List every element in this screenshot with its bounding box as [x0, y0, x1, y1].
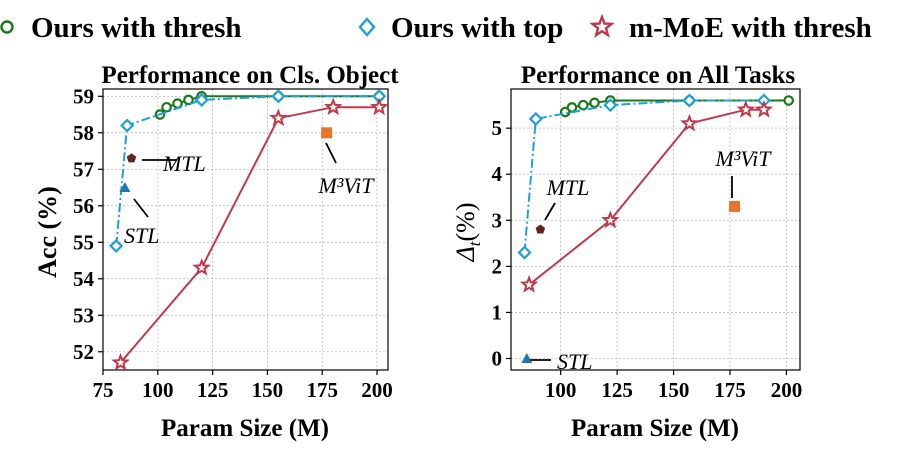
series-2-point: [271, 89, 286, 104]
annotation-label-mvit: M³ViT: [714, 146, 772, 171]
series-3-point: [111, 352, 130, 371]
y-tick-label: 54: [73, 267, 95, 291]
series-3-point: [680, 113, 699, 132]
chart-2-plot: 0 1 2 3 4 5 100 125 150 175 200 MTL STL M³ViT: [492, 88, 803, 402]
legend-marker-ours-thresh: [0, 20, 14, 34]
point-mvit: [321, 127, 333, 139]
y-tick-label: 59: [73, 84, 94, 108]
y-tick-label: 52: [73, 340, 94, 364]
series-2-point: [517, 245, 532, 260]
x-tick-label: 200: [771, 378, 803, 402]
x-tick-label: 175: [306, 378, 338, 402]
series-2-point: [109, 238, 124, 253]
legend: Ours with thresh Ours with top m-MoE wit…: [0, 12, 872, 44]
series-1-point: [589, 97, 600, 109]
series-2-point: [603, 98, 618, 113]
y-tick-label: 58: [73, 121, 94, 145]
series-3-point: [369, 97, 389, 116]
point-mtl: [126, 153, 137, 163]
x-tick-label: 100: [142, 378, 174, 402]
series-3-point: [601, 210, 620, 229]
y-tick-label: 4: [492, 162, 503, 186]
x-tick-label: 150: [658, 378, 690, 402]
series-2-point: [528, 111, 543, 126]
series-2-point: [120, 118, 135, 133]
annotation-label-mvit: M³ViT: [317, 173, 375, 198]
annotation-label-mtl: MTL: [162, 151, 206, 176]
legend-marker-mmoe-thresh: [589, 13, 615, 38]
y-tick-label: 57: [73, 157, 94, 181]
annotation-label-stl: STL: [557, 349, 592, 374]
series-1-point: [183, 94, 194, 106]
x-tick-label: 75: [93, 378, 114, 402]
annotation-arrow-stl: [133, 198, 149, 218]
x-tick-label: 100: [545, 378, 577, 402]
chart-1-title: Performance on Cls. Object: [101, 62, 399, 89]
y-tick-label: 53: [73, 303, 94, 327]
y-tick-label: 0: [492, 346, 503, 370]
y-tick-label: 55: [73, 230, 94, 254]
series-3-point: [754, 99, 774, 118]
point-mtl: [535, 224, 546, 234]
chart-2-title: Performance on All Tasks: [521, 62, 796, 89]
series-3-point: [192, 257, 211, 276]
chart-1-plot: 52 53 54 55 56 57 58 59 75 100 125 150 175 200 MTL STL M…: [73, 84, 393, 402]
series-1-point: [783, 95, 795, 106]
annotation-label-stl: STL: [124, 223, 159, 248]
plot-frame: [102, 88, 389, 371]
chart-2-xlabel: Param Size (M): [571, 415, 739, 442]
series-2-point: [194, 92, 209, 108]
chart-1-ylabel: Acc (%): [33, 186, 62, 278]
point-mvit: [729, 200, 741, 212]
series-3-point: [269, 108, 288, 127]
point-stl: [119, 182, 131, 193]
legend-marker-ours-top: [358, 17, 376, 37]
annotation-label-mtl: MTL: [546, 175, 590, 200]
chart-1-xlabel: Param Size (M): [161, 415, 329, 442]
series-3-point: [736, 99, 756, 118]
legend-label-ours-thresh: Ours with thresh: [31, 12, 242, 44]
plot-frame: [510, 88, 801, 371]
x-tick-label: 125: [601, 378, 633, 402]
series-1-point: [566, 102, 578, 113]
y-tick-label: 2: [492, 254, 503, 278]
series-1-point: [577, 99, 589, 111]
x-tick-label: 125: [197, 378, 229, 402]
y-tick-label: 3: [492, 208, 503, 232]
x-tick-label: 150: [252, 378, 284, 402]
annotation-arrow-mtl: [544, 202, 556, 221]
y-tick-label: 1: [492, 300, 503, 324]
series-3-point: [323, 97, 343, 116]
series-1-point: [161, 101, 172, 113]
annotation-arrow-mvit: [325, 142, 337, 164]
chart-2-ylabel: Δt(%): [451, 203, 484, 263]
legend-label-mmoe-thresh: m-MoE with thresh: [629, 12, 872, 44]
point-stl: [521, 352, 533, 363]
x-tick-label: 200: [361, 378, 393, 402]
x-tick-label: 175: [714, 378, 746, 402]
legend-label-ours-top: Ours with top: [391, 12, 563, 44]
y-tick-label: 56: [73, 194, 94, 218]
series-3-point: [519, 274, 539, 293]
y-tick-label: 5: [492, 116, 503, 140]
series-2-point: [682, 93, 697, 108]
